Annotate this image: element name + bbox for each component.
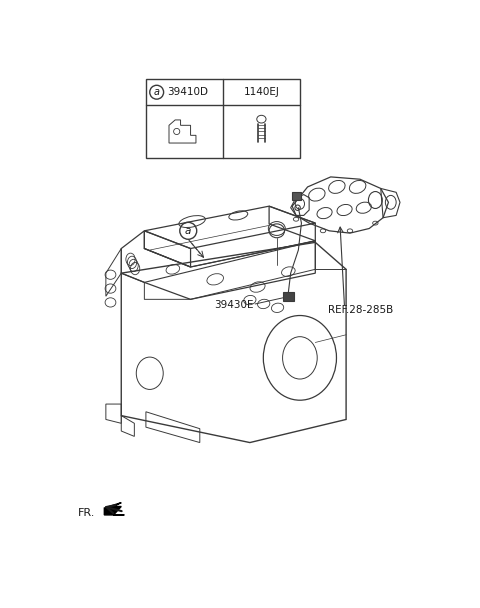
Text: a: a (154, 87, 160, 97)
FancyBboxPatch shape (292, 192, 301, 200)
Polygon shape (104, 503, 124, 515)
Text: FR.: FR. (78, 508, 96, 519)
Text: a: a (185, 226, 192, 236)
Text: REF.28-285B: REF.28-285B (328, 305, 393, 315)
Text: 39430E: 39430E (214, 300, 254, 311)
Text: 39410D: 39410D (167, 87, 208, 97)
FancyBboxPatch shape (283, 292, 294, 301)
Text: 1140EJ: 1140EJ (243, 87, 279, 97)
